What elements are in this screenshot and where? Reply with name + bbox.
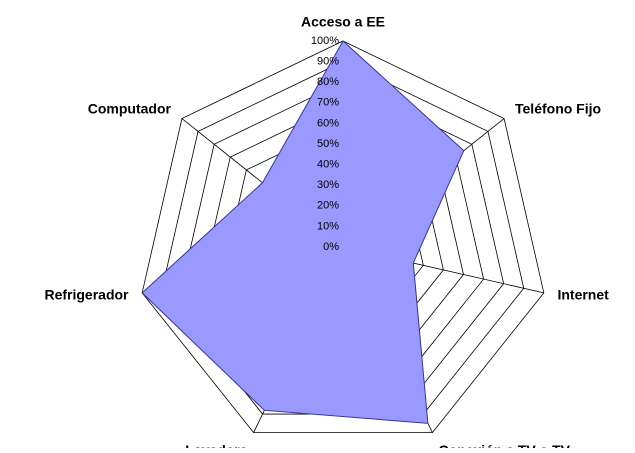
y-tick-label: 90% [317, 56, 339, 68]
category-label: Teléfono Fijo [515, 101, 601, 117]
y-tick-label: 60% [317, 117, 339, 129]
category-label: Computador [88, 101, 172, 117]
category-label: Acceso a EE [301, 14, 385, 30]
category-label: Conexión a TV o TV [438, 442, 570, 448]
y-tick-label: 20% [317, 200, 339, 212]
grid-line [141, 40, 545, 433]
y-tick-label: 30% [317, 179, 339, 191]
category-label: Internet [557, 287, 609, 303]
y-tick-label: 100% [311, 35, 339, 47]
y-tick-label: 50% [317, 138, 339, 150]
y-tick-label: 80% [317, 76, 339, 88]
data-area [141, 40, 465, 424]
category-label: Refrigerador [44, 287, 129, 303]
y-tick-label: 40% [317, 159, 339, 171]
y-tick-label: 0% [323, 241, 339, 253]
y-tick-label: 70% [317, 97, 339, 109]
category-label: Lavadora [185, 442, 247, 448]
y-tick-label: 10% [317, 220, 339, 232]
